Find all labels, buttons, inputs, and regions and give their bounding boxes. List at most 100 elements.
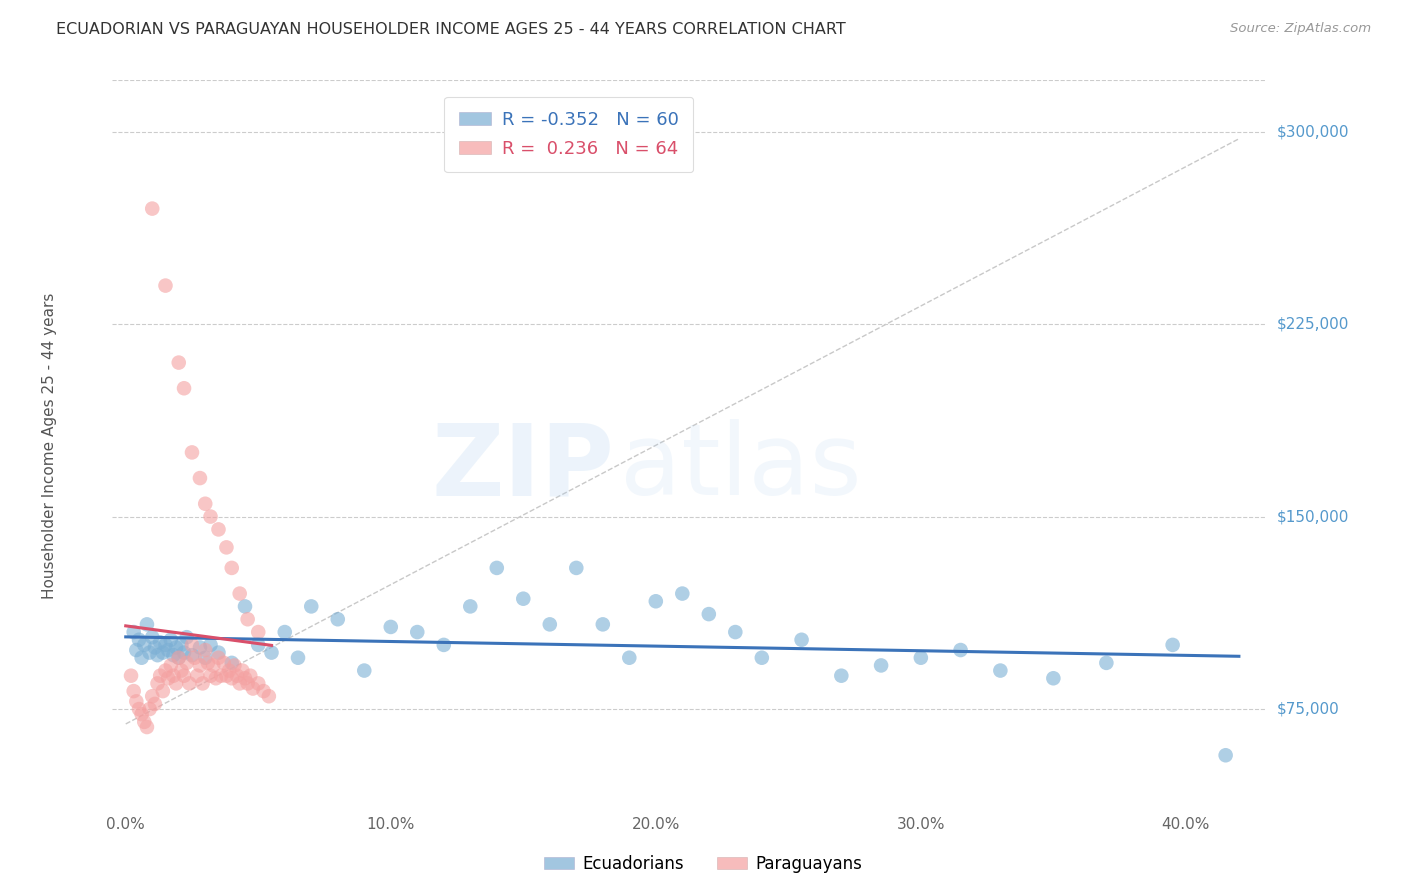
Point: [181, 445, 204, 459]
Point: [228, 586, 250, 600]
Legend: R = -0.352   N = 60, R =  0.236   N = 64: R = -0.352 N = 60, R = 0.236 N = 64: [444, 96, 693, 172]
Point: [120, 669, 142, 683]
Text: $225,000: $225,000: [1277, 317, 1348, 332]
Point: [122, 625, 145, 640]
Point: [155, 664, 177, 678]
Point: [221, 656, 243, 670]
Point: [233, 599, 256, 614]
Point: [697, 607, 720, 621]
Point: [257, 690, 280, 704]
Point: [1095, 656, 1118, 670]
Point: [122, 684, 145, 698]
Point: [181, 648, 204, 662]
Point: [207, 646, 229, 660]
Point: [1042, 671, 1064, 685]
Point: [215, 541, 238, 555]
Point: [149, 635, 172, 649]
Point: [236, 676, 259, 690]
Text: $300,000: $300,000: [1277, 124, 1348, 139]
Point: [176, 630, 198, 644]
Point: [1161, 638, 1184, 652]
Text: $150,000: $150,000: [1277, 509, 1348, 524]
Point: [233, 671, 256, 685]
Text: ECUADORIAN VS PARAGUAYAN HOUSEHOLDER INCOME AGES 25 - 44 YEARS CORRELATION CHART: ECUADORIAN VS PARAGUAYAN HOUSEHOLDER INC…: [56, 22, 846, 37]
Point: [136, 617, 159, 632]
Point: [146, 676, 169, 690]
Point: [200, 669, 222, 683]
Point: [134, 714, 156, 729]
Point: [202, 658, 225, 673]
Point: [128, 702, 150, 716]
Point: [830, 669, 852, 683]
Point: [194, 497, 217, 511]
Point: [242, 681, 264, 696]
Point: [200, 638, 222, 652]
Point: [215, 669, 238, 683]
Point: [910, 650, 932, 665]
Point: [207, 523, 229, 537]
Point: [485, 561, 508, 575]
Point: [380, 620, 402, 634]
Legend: Ecuadorians, Paraguayans: Ecuadorians, Paraguayans: [537, 848, 869, 880]
Point: [165, 640, 187, 655]
Point: [179, 676, 201, 690]
Point: [170, 638, 193, 652]
Point: [159, 658, 181, 673]
Point: [751, 650, 773, 665]
Point: [125, 643, 148, 657]
Point: [162, 648, 184, 662]
Point: [167, 355, 190, 369]
Point: [152, 684, 174, 698]
Point: [299, 599, 322, 614]
Point: [194, 650, 217, 665]
Point: [644, 594, 666, 608]
Point: [134, 638, 156, 652]
Point: [512, 591, 534, 606]
Point: [724, 625, 747, 640]
Point: [157, 671, 180, 685]
Point: [406, 625, 429, 640]
Text: atlas: atlas: [620, 419, 862, 516]
Point: [224, 658, 246, 673]
Point: [170, 664, 193, 678]
Point: [247, 676, 270, 690]
Point: [152, 646, 174, 660]
Point: [221, 671, 243, 685]
Point: [138, 702, 160, 716]
Point: [138, 646, 160, 660]
Point: [353, 664, 375, 678]
Point: [207, 650, 229, 665]
Point: [433, 638, 456, 652]
Point: [274, 625, 297, 640]
Point: [188, 658, 211, 673]
Point: [870, 658, 893, 673]
Point: [592, 617, 614, 632]
Point: [194, 643, 217, 657]
Point: [188, 640, 211, 655]
Point: [159, 632, 181, 647]
Point: [186, 669, 208, 683]
Point: [228, 676, 250, 690]
Point: [188, 471, 211, 485]
Point: [226, 669, 249, 683]
Point: [191, 676, 214, 690]
Point: [1215, 748, 1237, 763]
Point: [205, 671, 228, 685]
Point: [239, 669, 262, 683]
Text: ZIP: ZIP: [432, 419, 614, 516]
Point: [183, 650, 205, 665]
Point: [131, 707, 153, 722]
Point: [141, 630, 163, 644]
Point: [162, 669, 184, 683]
Point: [176, 656, 198, 670]
Point: [173, 646, 195, 660]
Point: [538, 617, 561, 632]
Point: [155, 278, 177, 293]
Point: [252, 684, 274, 698]
Point: [149, 669, 172, 683]
Point: [231, 664, 253, 678]
Point: [287, 650, 309, 665]
Point: [236, 612, 259, 626]
Point: [157, 643, 180, 657]
Point: [619, 650, 641, 665]
